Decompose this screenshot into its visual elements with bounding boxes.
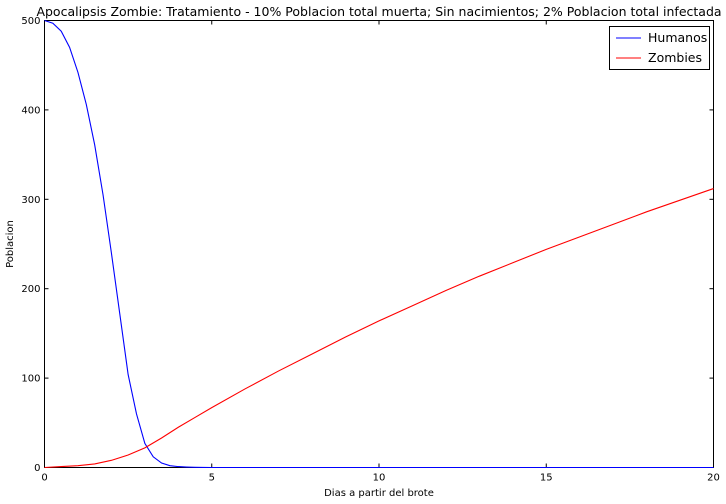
legend: Humanos Zombies — [609, 26, 710, 70]
legend-label-humanos: Humanos — [648, 30, 707, 45]
chart-title: Apocalipsis Zombie: Tratamiento - 10% Po… — [36, 4, 721, 19]
series-layer — [44, 19, 714, 469]
y-tick-label: 500 — [21, 16, 40, 27]
x-tick-label: 0 — [41, 473, 47, 484]
x-tick-label: 5 — [209, 473, 215, 484]
y-axis-label: Poblacion — [5, 220, 16, 268]
y-tick-label: 200 — [21, 284, 40, 295]
series-line-humanos — [44, 19, 714, 469]
legend-box — [609, 26, 710, 70]
y-tick-label: 0 — [34, 463, 40, 474]
y-axis-ticks: 0 100 200 300 400 500 — [21, 16, 714, 474]
y-tick-label: 300 — [21, 195, 40, 206]
x-axis-label: Dias a partir del brote — [324, 488, 434, 499]
x-tick-label: 10 — [373, 473, 386, 484]
y-tick-label: 100 — [21, 374, 40, 385]
series-line-zombies — [44, 188, 714, 469]
y-tick-label: 400 — [21, 105, 40, 116]
plot-frame — [44, 20, 714, 468]
legend-label-zombies: Zombies — [648, 50, 702, 65]
x-axis-ticks: 0 5 10 15 20 — [41, 20, 720, 484]
x-tick-label: 15 — [540, 473, 553, 484]
x-tick-label: 20 — [707, 473, 720, 484]
